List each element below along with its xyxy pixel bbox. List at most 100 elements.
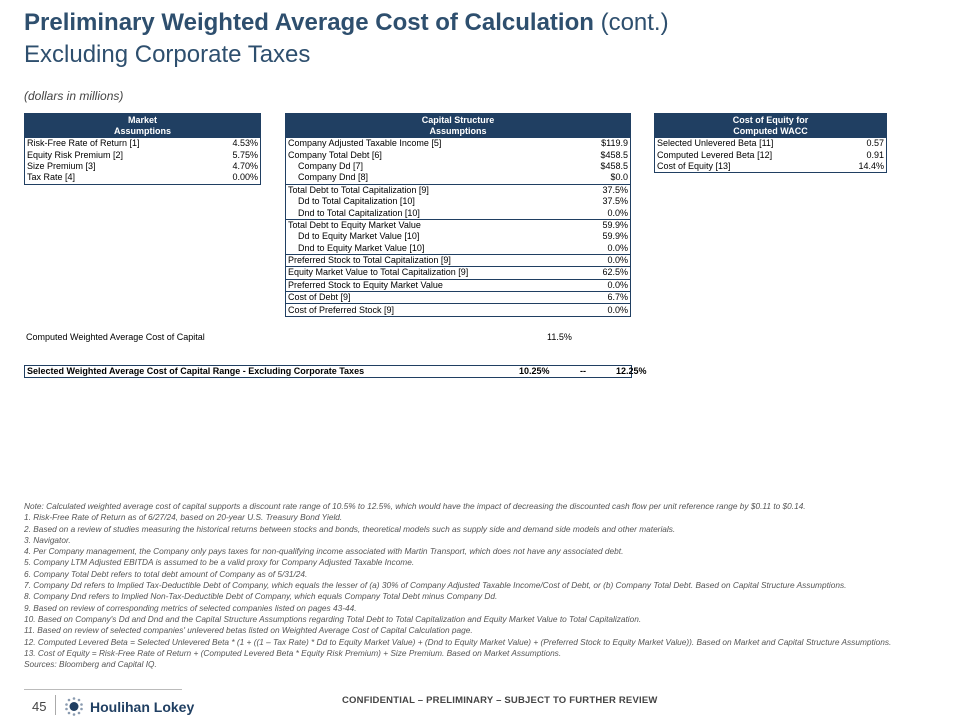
row-value: 4.70% (232, 160, 258, 171)
row-value: 5.75% (232, 149, 258, 160)
table-row: Dnd to Equity Market Value [10] 0.0% (285, 242, 631, 255)
row-value: 0.0% (579, 279, 631, 293)
table-row: Dd to Equity Market Value [10] 59.9% (286, 231, 631, 242)
row-label: Cost of Debt [9] (285, 291, 580, 305)
confidential-notice: CONFIDENTIAL – PRELIMINARY – SUBJECT TO … (342, 695, 658, 706)
selected-wacc-range: Selected Weighted Average Cost of Capita… (24, 365, 647, 378)
capital-header-line2: Assumptions (429, 126, 487, 136)
row-value: 37.5% (602, 196, 628, 207)
range-low: 10.25% (519, 366, 550, 376)
row-label: Dnd to Total Capitalization [10] (285, 207, 580, 220)
row-value: 0.57 (866, 138, 884, 149)
row-value: $458.5 (600, 149, 628, 160)
row-value: 59.9% (602, 219, 628, 230)
row-label: Size Premium [3] (27, 160, 96, 171)
row-label: Selected Unlevered Beta [11] (657, 138, 774, 149)
range-high: 12.25% (616, 366, 647, 376)
row-value: 0.0% (607, 304, 628, 315)
row-value: 6.7% (579, 291, 631, 305)
row-label: Dd to Total Capitalization [10] (298, 196, 415, 207)
table-row: Cost of Equity [13] 14.4% (655, 161, 887, 173)
capital-structure-table: Capital Structure Assumptions Company Adj… (285, 113, 631, 317)
row-value: 0.00% (232, 172, 258, 183)
note-line: 12. Computed Levered Beta = Selected Unl… (24, 636, 892, 647)
equity-header-line1: Cost of Equity for (732, 115, 809, 125)
note-line: 8. Company Dnd refers to Implied Non-Tax… (24, 591, 498, 602)
row-label: Company Adjusted Taxable Income [5] (288, 138, 442, 149)
row-label: Company Dd [7] (298, 160, 364, 171)
row-label: Dd to Equity Market Value [10] (298, 231, 420, 242)
table-row: Equity Risk Premium [2] 5.75% (25, 149, 261, 160)
computed-wacc-value: 11.5% (547, 332, 572, 342)
table-row: Company Dnd [8] $0.0 (285, 172, 631, 185)
computed-wacc-label: Computed Weighted Average Cost of Capita… (26, 332, 205, 342)
note-line: 4. Per Company management, the Company o… (24, 546, 624, 557)
row-label: Company Total Debt [6] (288, 149, 382, 160)
row-label: Preferred Stock to Equity Market Value (285, 279, 580, 293)
capital-header-line1: Capital Structure (421, 115, 495, 125)
equity-header-line2: Computed WACC (733, 126, 808, 136)
note-line: 1. Risk-Free Rate of Return as of 6/27/2… (24, 512, 343, 523)
page-subtitle: Excluding Corporate Taxes (24, 41, 311, 68)
range-separator: -- (580, 366, 586, 376)
table-row: Company Total Debt [6] $458.5 (286, 149, 631, 160)
table-row: Size Premium [3] 4.70% (25, 161, 261, 172)
note-line: 9. Based on review of corresponding metr… (24, 602, 357, 613)
note-line: 6. Company Total Debt refers to total de… (24, 568, 308, 579)
table-row: Computed Levered Beta [12] 0.91 (655, 149, 887, 160)
row-value: $0.0 (579, 172, 631, 185)
row-label: Preferred Stock to Total Capitalization … (285, 254, 580, 268)
table-row: Cost of Preferred Stock [9] 0.0% (286, 304, 631, 316)
table-row: Company Adjusted Taxable Income [5] $119.… (286, 138, 631, 149)
table-row: Dnd to Total Capitalization [10] 0.0% (285, 207, 631, 220)
table-row: Dd to Total Capitalization [10] 37.5% (286, 196, 631, 207)
capital-header: Capital Structure Assumptions (285, 113, 631, 138)
cost-of-equity-table: Cost of Equity for Computed WACC Selected… (654, 113, 887, 174)
row-value: 59.9% (602, 231, 628, 242)
note-line: Sources: Bloomberg and Capital IQ. (24, 659, 157, 670)
equity-header: Cost of Equity for Computed WACC (654, 113, 887, 138)
market-header-line1: Market (127, 115, 157, 125)
row-label: Company Dnd [8] (285, 172, 580, 185)
note-line: 7. Company Dd refers to Implied Tax-Dedu… (24, 580, 847, 591)
row-label: Cost of Preferred Stock [9] (288, 304, 395, 315)
row-value: 37.5% (602, 184, 628, 195)
market-header-line2: Assumptions (113, 126, 171, 136)
row-value: 4.53% (232, 138, 258, 149)
table-row: Preferred Stock to Equity Market Value 0.… (285, 279, 631, 293)
note-line: 2. Based on a review of studies measurin… (24, 523, 676, 534)
note-line: 13. Cost of Equity = Risk-Free Rate of R… (24, 647, 562, 658)
title-main: Preliminary Weighted Average Cost of Cal… (24, 9, 594, 36)
brand-name: Houlihan Lokey (90, 699, 195, 715)
note-line: Note: Calculated weighted average cost o… (24, 501, 806, 511)
row-value: $458.5 (600, 160, 628, 171)
row-label: Equity Market Value to Total Capitalizat… (285, 266, 580, 280)
market-assumptions-table: Market Assumptions Risk-Free Rate of Retu… (24, 113, 261, 185)
row-label: Total Debt to Total Capitalization [9] (288, 184, 429, 195)
row-value: 62.5% (579, 266, 631, 280)
table-row: Cost of Debt [9] 6.7% (285, 291, 631, 305)
row-label: Cost of Equity [13] (657, 160, 731, 171)
row-label: Equity Risk Premium [2] (27, 149, 124, 160)
table-row: Preferred Stock to Total Capitalization … (285, 254, 631, 268)
footnotes: Note: Calculated weighted average cost o… (24, 501, 934, 670)
row-label: Dnd to Equity Market Value [10] (285, 242, 580, 255)
row-value: $119.9 (601, 138, 628, 149)
row-label: Risk-Free Rate of Return [1] (27, 138, 140, 149)
note-line: 3. Navigator. (24, 534, 71, 545)
title-suffix: (cont.) (600, 9, 669, 36)
note-line: 5. Company LTM Adjusted EBITDA is assume… (24, 557, 415, 568)
row-value: 0.0% (579, 254, 631, 268)
units-note: (dollars in millions) (24, 89, 124, 103)
note-line: 11. Based on review of selected companie… (24, 625, 473, 636)
footer-rule (24, 689, 182, 690)
table-row: Total Debt to Total Capitalization [9] 37… (286, 184, 631, 196)
footer-divider (55, 695, 56, 715)
table-row: Risk-Free Rate of Return [1] 4.53% (25, 138, 261, 149)
row-value: 14.4% (858, 160, 884, 171)
range-label: Selected Weighted Average Cost of Capita… (27, 366, 365, 376)
houlihan-lokey-logo-icon (65, 697, 83, 716)
table-row: Selected Unlevered Beta [11] 0.57 (655, 138, 887, 149)
market-header: Market Assumptions (24, 113, 261, 138)
page-number: 45 (32, 699, 47, 714)
